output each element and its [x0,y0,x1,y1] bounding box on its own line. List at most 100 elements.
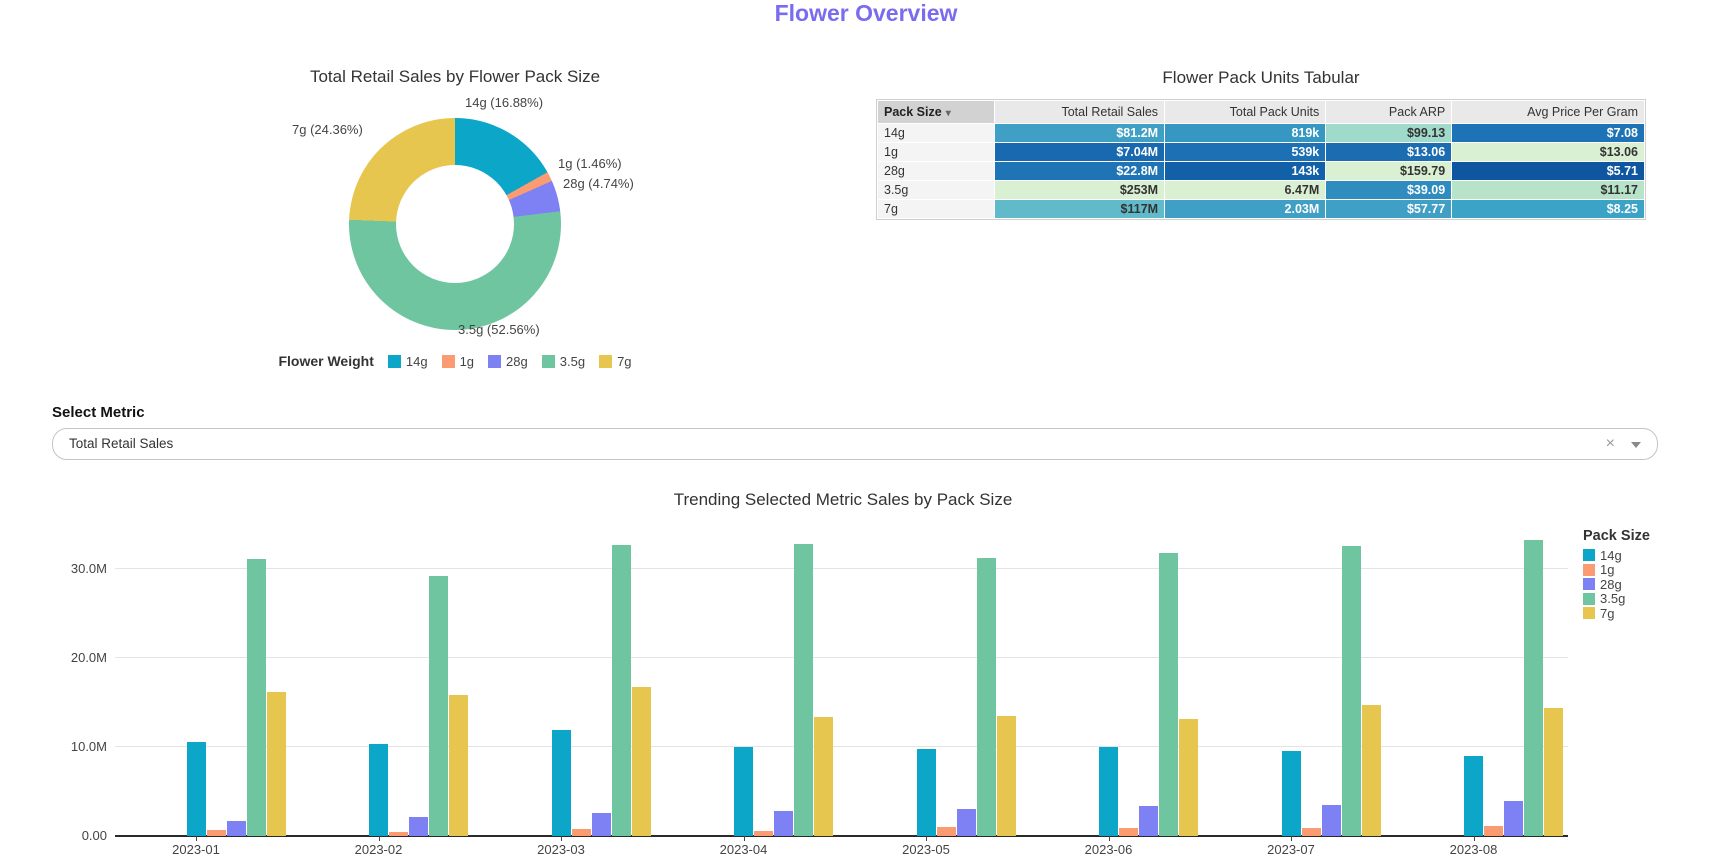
x-axis-tick [1473,836,1475,841]
metric-dropdown[interactable]: Total Retail Sales × [52,428,1658,460]
column-header-pack-arp[interactable]: Pack ARP [1326,101,1452,123]
value-cell[interactable]: $7.04M [994,143,1165,161]
value-cell[interactable]: $8.25 [1452,200,1644,218]
legend-item-28g[interactable]: 28g [488,354,528,369]
value-cell[interactable]: $22.8M [994,162,1165,180]
bar-plot-area [115,524,1568,837]
bar-3.5g-2023-05[interactable] [976,558,996,836]
legend-label: 14g [405,353,428,369]
column-header-total-pack-units[interactable]: Total Pack Units [1165,101,1326,123]
column-header-pack-size[interactable]: Pack Size ▾ [878,101,994,123]
bar-14g-2023-01[interactable] [186,741,206,836]
pack-size-cell[interactable]: 1g [878,143,994,161]
x-axis-tick [926,836,927,841]
bar-28g-2023-07[interactable] [1321,804,1341,836]
chevron-down-icon[interactable] [1631,442,1641,448]
legend-label: 14g [1600,547,1622,563]
bar-14g-2023-03[interactable] [551,730,571,836]
table-header-row: Pack Size ▾ Total Retail Sales Total Pack U… [878,101,1644,123]
pack-size-cell[interactable]: 28g [878,162,994,180]
bar-7g-2023-03[interactable] [631,687,651,836]
column-header-total-retail-sales[interactable]: Total Retail Sales [994,101,1165,123]
clear-icon[interactable]: × [1605,435,1615,452]
bar-7g-2023-07[interactable] [1361,705,1381,836]
column-header-avg-price-per-gram[interactable]: Avg Price Per Gram [1452,101,1644,123]
bar-28g-2023-05[interactable] [956,809,976,836]
bar-3.5g-2023-04[interactable] [794,544,813,836]
value-cell[interactable]: 6.47M [1165,181,1326,199]
bar-1g-2023-06[interactable] [1119,828,1138,836]
value-cell[interactable]: $117M [994,200,1165,218]
bar-3.5g-2023-03[interactable] [611,544,631,836]
legend-swatch [599,354,613,368]
bar-3.5g-2023-08[interactable] [1524,539,1543,836]
bar-1g-2023-01[interactable] [206,829,226,836]
bar-14g-2023-05[interactable] [916,748,936,836]
value-cell[interactable]: 819k [1165,124,1326,142]
bar-1g-2023-03[interactable] [571,828,591,836]
bar-14g-2023-06[interactable] [1099,747,1118,836]
bar-1g-2023-08[interactable] [1484,826,1503,836]
legend-item-14g[interactable]: 14g [387,353,428,369]
bar-14g-2023-02[interactable] [369,744,388,836]
legend-item-3.5g[interactable]: 3.5g [1583,591,1650,606]
bar-7g-2023-04[interactable] [814,716,833,836]
legend-item-1g[interactable]: 1g [1583,562,1650,577]
bar-1g-2023-02[interactable] [389,831,408,836]
bar-7g-2023-02[interactable] [449,695,468,836]
value-cell[interactable]: $39.09 [1326,181,1452,199]
pack-size-cell[interactable]: 3.5g [878,181,994,199]
legend-item-7g[interactable]: 7g [599,354,632,369]
bar-28g-2023-08[interactable] [1504,801,1523,836]
value-cell[interactable]: 143k [1165,162,1326,180]
value-cell[interactable]: $13.06 [1326,143,1452,161]
bar-7g-2023-08[interactable] [1544,707,1563,836]
legend-item-3.5g[interactable]: 3.5g [541,353,586,369]
bar-3.5g-2023-07[interactable] [1341,545,1361,836]
value-cell[interactable]: $253M [994,181,1165,199]
legend-item-14g[interactable]: 14g [1583,548,1650,563]
bar-28g-2023-04[interactable] [774,811,793,836]
bar-3.5g-2023-06[interactable] [1159,552,1178,836]
bar-7g-2023-01[interactable] [266,691,286,836]
legend-label: 1g [459,353,475,369]
bar-1g-2023-07[interactable] [1301,828,1321,836]
bar-3.5g-2023-02[interactable] [429,576,448,836]
bar-3.5g-2023-01[interactable] [246,559,266,836]
value-cell[interactable]: $99.13 [1326,124,1452,142]
pack-size-cell[interactable]: 14g [878,124,994,142]
table-row: 1g $7.04M 539k $13.06 $13.06 [878,143,1644,161]
gridline [115,746,1568,747]
bar-1g-2023-04[interactable] [754,830,773,836]
metric-dropdown-value: Total Retail Sales [69,436,174,451]
bar-7g-2023-06[interactable] [1179,719,1198,836]
donut-chart[interactable] [349,118,561,330]
bar-28g-2023-02[interactable] [409,817,428,836]
bar-14g-2023-08[interactable] [1464,755,1483,836]
bar-28g-2023-06[interactable] [1139,805,1158,836]
bar-28g-2023-01[interactable] [226,820,246,836]
bar-28g-2023-03[interactable] [591,812,611,836]
value-cell[interactable]: 539k [1165,143,1326,161]
legend-item-28g[interactable]: 28g [1583,577,1650,592]
value-cell[interactable]: $57.77 [1326,200,1452,218]
legend-item-1g[interactable]: 1g [441,353,475,369]
bar-7g-2023-05[interactable] [996,715,1016,836]
sort-icon[interactable]: ▾ [945,108,951,119]
value-cell[interactable]: $5.71 [1452,162,1644,180]
value-cell[interactable]: $159.79 [1326,162,1452,180]
value-cell[interactable]: 2.03M [1165,200,1326,218]
bar-14g-2023-04[interactable] [734,747,753,836]
pack-units-table: Pack Size ▾ Total Retail Sales Total Pack U… [876,99,1646,220]
legend-label: 3.5g [559,353,586,369]
value-cell[interactable]: $11.17 [1452,181,1644,199]
bar-14g-2023-07[interactable] [1281,751,1301,836]
value-cell[interactable]: $7.08 [1452,124,1644,142]
value-cell[interactable]: $13.06 [1452,143,1644,161]
y-axis-tick-label: 30.0M [70,561,107,576]
bar-1g-2023-05[interactable] [936,827,956,836]
pack-size-cell[interactable]: 7g [878,200,994,218]
value-cell[interactable]: $81.2M [994,124,1165,142]
legend-item-7g[interactable]: 7g [1583,606,1650,621]
